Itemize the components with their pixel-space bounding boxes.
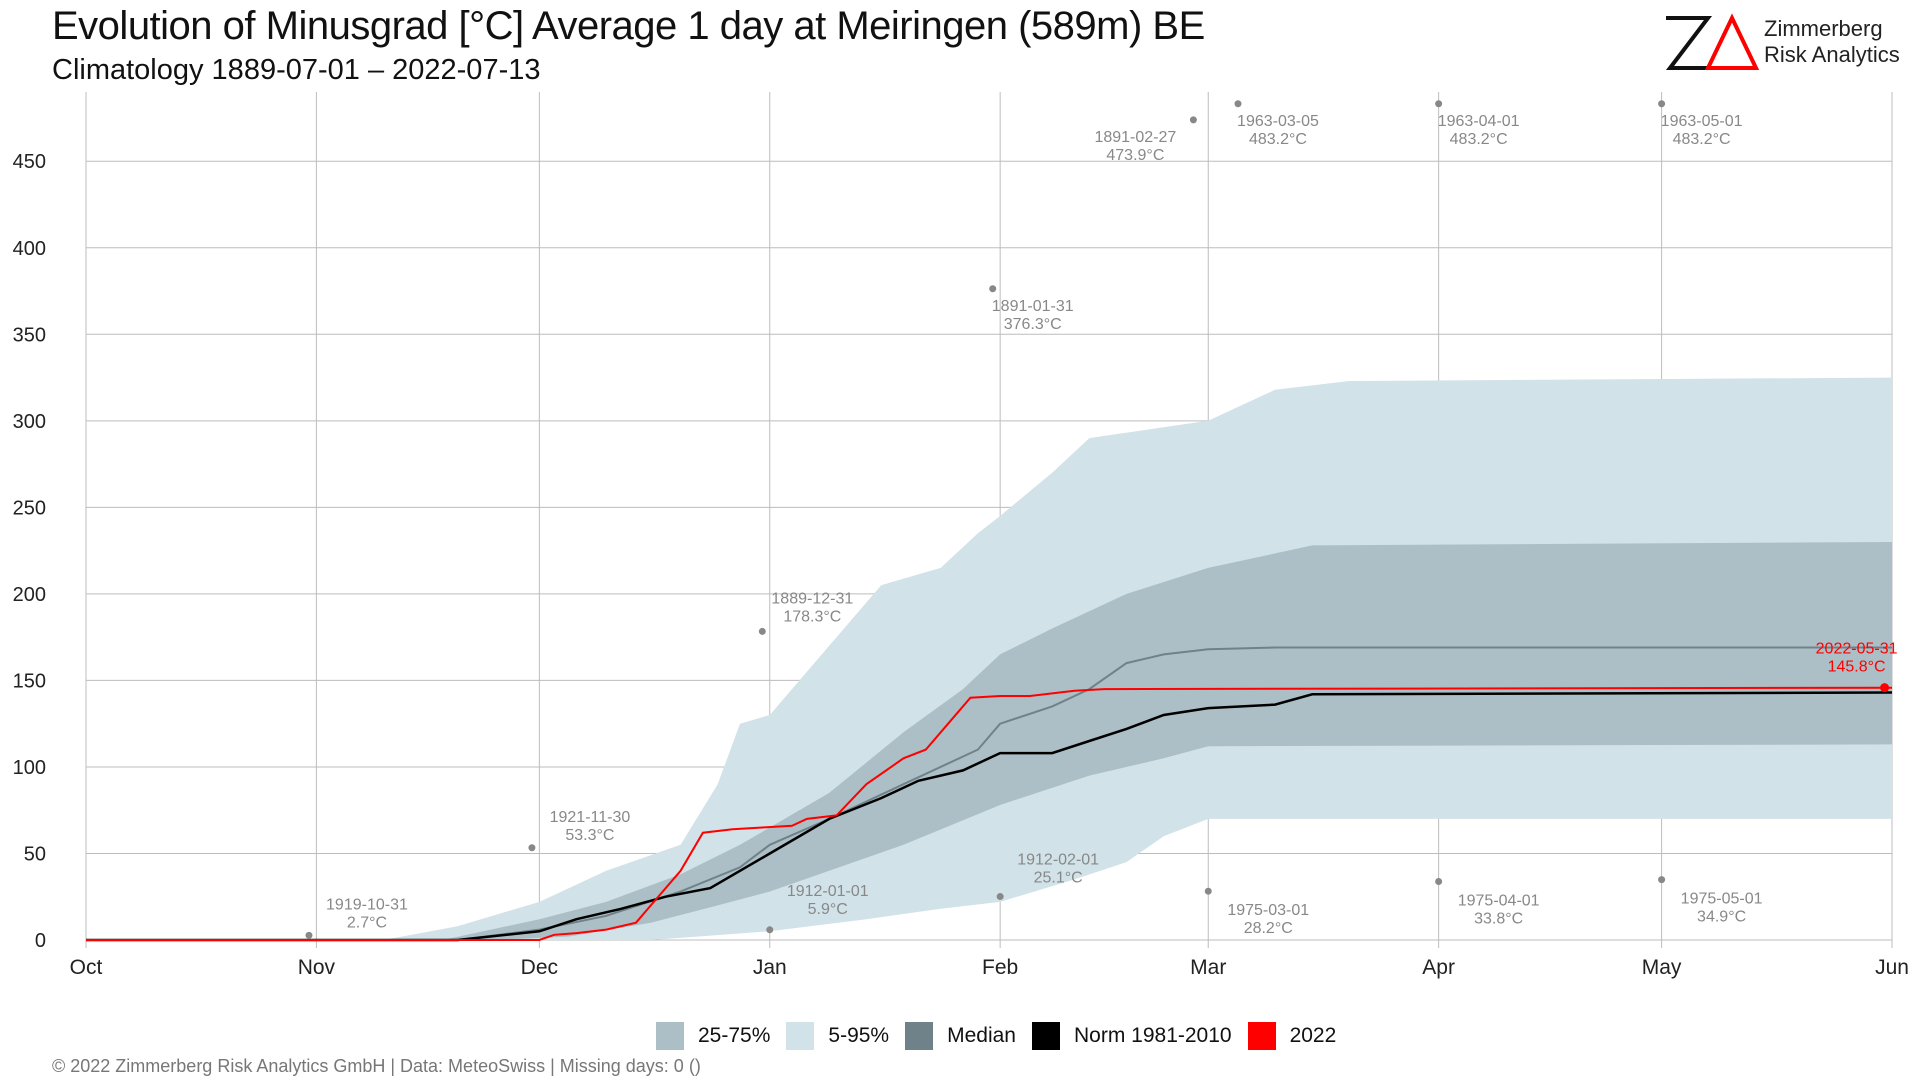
current-year-line bbox=[86, 686, 1893, 941]
legend-item: 2022 bbox=[1247, 1022, 1337, 1050]
annotation-date: 1963-03-05 bbox=[1237, 113, 1319, 130]
chart-subtitle: Climatology 1889-07-01 – 2022-07-13 bbox=[52, 54, 541, 86]
annotation-point bbox=[1189, 116, 1197, 124]
legend-swatch bbox=[905, 1022, 934, 1050]
annotation-value: 5.9°C bbox=[808, 901, 848, 918]
annotation-point bbox=[1658, 876, 1666, 884]
x-tick-label: May bbox=[1642, 956, 1682, 979]
footer-credits: © 2022 Zimmerberg Risk Analytics GmbH | … bbox=[52, 1056, 701, 1076]
annotation-value: 483.2°C bbox=[1450, 131, 1508, 148]
annotation-point bbox=[766, 926, 774, 934]
y-tick-label: 150 bbox=[13, 670, 46, 692]
annotation-value: 483.2°C bbox=[1673, 131, 1731, 148]
legend-label: 25-75% bbox=[698, 1024, 771, 1047]
logo-line1: Zimmerberg bbox=[1764, 16, 1883, 41]
company-logo: Zimmerberg Risk Analytics bbox=[1660, 10, 1900, 74]
annotation-point bbox=[1234, 100, 1242, 108]
annotation-date: 2022-05-31 bbox=[1816, 641, 1898, 658]
annotation-date: 1891-02-27 bbox=[1094, 129, 1176, 146]
annotation-value: 28.2°C bbox=[1244, 920, 1293, 937]
y-tick-label: 350 bbox=[13, 324, 46, 346]
annotation-date: 1975-05-01 bbox=[1681, 891, 1763, 908]
legend-swatch bbox=[786, 1022, 815, 1050]
annotation-point bbox=[1204, 887, 1212, 895]
legend-swatch bbox=[1031, 1022, 1060, 1050]
annotation-point bbox=[758, 627, 766, 635]
legend-item: 25-75% bbox=[656, 1022, 770, 1050]
annotation-date: 1921-11-30 bbox=[550, 809, 631, 826]
annotation-value: 34.9°C bbox=[1697, 909, 1746, 926]
annotation-value: 376.3°C bbox=[1004, 316, 1062, 333]
annotation-value: 2.7°C bbox=[347, 914, 387, 931]
y-tick-label: 50 bbox=[24, 843, 46, 865]
median-line bbox=[86, 646, 1892, 941]
annotation-point bbox=[305, 931, 313, 939]
x-tick-label: Oct bbox=[70, 956, 103, 979]
annotation-date: 1891-01-31 bbox=[992, 298, 1074, 315]
legend: 25-75% 5-95% Median Norm 1981-2010 2022 bbox=[656, 1018, 1352, 1054]
legend-swatch bbox=[656, 1022, 684, 1050]
y-tick-label: 450 bbox=[13, 151, 46, 173]
za-logo-icon bbox=[1665, 13, 1760, 70]
annotation-date: 1912-02-01 bbox=[1017, 852, 1099, 869]
annotation-date: 1889-12-31 bbox=[771, 590, 853, 607]
legend-label: 2022 bbox=[1289, 1024, 1337, 1047]
x-tick-label: Jun bbox=[1875, 956, 1909, 979]
legend-item: Norm 1981-2010 bbox=[1031, 1022, 1232, 1050]
chart-title: Evolution of Minusgrad [°C] Average 1 da… bbox=[52, 4, 1205, 48]
annotation-date: 1912-01-01 bbox=[787, 883, 869, 900]
annotation-point bbox=[989, 285, 997, 293]
annotation-value: 473.9°C bbox=[1106, 147, 1164, 164]
y-tick-label: 0 bbox=[35, 930, 46, 952]
annotation-point bbox=[1658, 100, 1666, 108]
legend-swatch bbox=[1247, 1022, 1276, 1050]
x-tick-label: Feb bbox=[982, 956, 1018, 979]
band-25-75 bbox=[86, 542, 1892, 940]
annotation-value: 145.8°C bbox=[1828, 659, 1886, 676]
y-tick-label: 300 bbox=[13, 411, 46, 433]
logo-line2: Risk Analytics bbox=[1764, 42, 1900, 67]
y-tick-label: 100 bbox=[13, 757, 46, 779]
annotation-value: 33.8°C bbox=[1474, 911, 1523, 928]
legend-item: Median bbox=[905, 1022, 1016, 1050]
y-tick-label: 400 bbox=[13, 238, 46, 260]
x-tick-label: Nov bbox=[298, 956, 336, 979]
annotation-point bbox=[1435, 100, 1443, 108]
logo-text: Zimmerberg Risk Analytics bbox=[1764, 16, 1900, 68]
annotation-point bbox=[1435, 878, 1443, 886]
annotation-point bbox=[996, 893, 1004, 901]
annotation-value: 483.2°C bbox=[1249, 131, 1307, 148]
annotation-date: 1975-04-01 bbox=[1458, 893, 1540, 910]
annotation-point bbox=[528, 844, 536, 852]
y-tick-label: 200 bbox=[13, 584, 46, 606]
band-5-95 bbox=[86, 377, 1892, 941]
annotation-value: 178.3°C bbox=[783, 608, 841, 625]
annotation-date: 1919-10-31 bbox=[326, 896, 408, 913]
legend-label: Median bbox=[947, 1024, 1016, 1047]
legend-label: 5-95% bbox=[828, 1024, 890, 1047]
annotation-value: 25.1°C bbox=[1034, 870, 1083, 887]
x-tick-label: Jan bbox=[753, 956, 787, 979]
legend-item: 5-95% bbox=[786, 1022, 889, 1050]
annotation-date: 1975-03-01 bbox=[1227, 902, 1309, 919]
norm-line bbox=[86, 691, 1893, 942]
annotation-value: 53.3°C bbox=[565, 827, 614, 844]
annotation-point bbox=[1880, 683, 1890, 693]
x-tick-label: Apr bbox=[1422, 956, 1455, 979]
legend-label: Norm 1981-2010 bbox=[1073, 1024, 1232, 1047]
y-tick-label: 250 bbox=[13, 497, 46, 519]
annotation-date: 1963-04-01 bbox=[1438, 113, 1520, 130]
x-tick-label: Dec bbox=[521, 956, 558, 979]
annotation-date: 1963-05-01 bbox=[1661, 113, 1743, 130]
x-tick-label: Mar bbox=[1190, 956, 1226, 979]
